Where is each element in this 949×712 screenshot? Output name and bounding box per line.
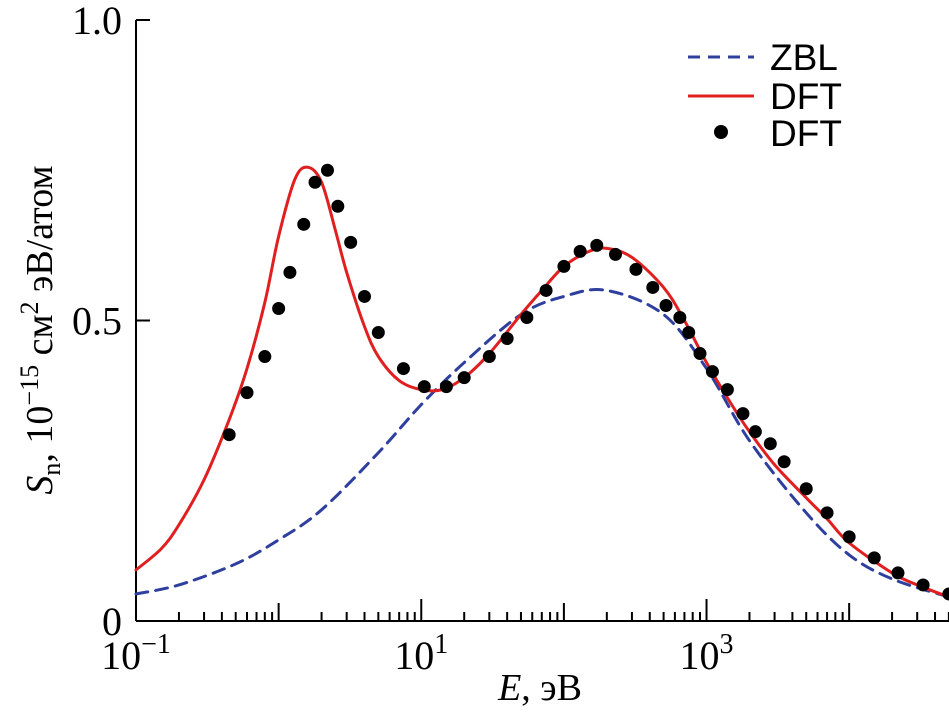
data-point <box>629 262 643 276</box>
data-point <box>682 326 696 340</box>
data-point <box>646 280 660 294</box>
data-point <box>748 425 762 439</box>
data-point <box>820 506 834 520</box>
data-point <box>320 163 334 177</box>
data-point <box>916 578 930 592</box>
data-point <box>272 301 286 315</box>
y-tick-label: 1.0 <box>72 0 122 43</box>
data-point <box>705 365 719 379</box>
data-point <box>590 238 604 252</box>
data-point <box>258 350 272 364</box>
x-tick-labels: 10−1 101 103 <box>101 629 733 678</box>
x-axis-title: E, эВ <box>497 667 582 709</box>
data-point <box>942 587 949 601</box>
data-point <box>842 530 856 544</box>
data-point <box>308 175 322 189</box>
data-point <box>736 407 750 421</box>
data-point <box>344 235 358 249</box>
data-point <box>297 217 311 231</box>
y-tick-label: 0 <box>102 599 122 644</box>
data-point <box>457 371 471 385</box>
data-point <box>891 566 905 580</box>
data-point <box>557 259 571 273</box>
data-point <box>482 350 496 364</box>
data-point <box>222 428 236 442</box>
y-axis-title: Sn, 10−15 см2 эВ/атом <box>15 165 66 494</box>
legend-label-dft-line: DFT <box>770 76 842 117</box>
data-point <box>371 326 385 340</box>
legend-label-dft-markers: DFT <box>770 113 842 154</box>
data-point <box>763 437 777 451</box>
data-point <box>777 455 791 469</box>
data-point <box>240 386 254 400</box>
x-tick-label: 101 <box>394 629 448 678</box>
legend-swatch-dft-markers <box>714 125 728 139</box>
data-point <box>608 247 622 261</box>
data-point <box>539 283 553 297</box>
legend: ZBL DFT DFT <box>688 37 842 154</box>
data-point <box>720 383 734 397</box>
data-point <box>417 380 431 394</box>
series-zbl-line <box>134 288 949 599</box>
data-point <box>358 289 372 303</box>
series-dft-line <box>134 165 949 599</box>
data-point <box>396 362 410 376</box>
legend-label-zbl: ZBL <box>770 37 838 78</box>
data-point <box>867 551 881 565</box>
data-point <box>693 347 707 361</box>
data-point <box>283 265 297 279</box>
data-point <box>573 244 587 258</box>
data-point <box>520 310 534 324</box>
y-tick-labels: 0 0.5 1.0 <box>72 0 122 644</box>
data-point <box>799 482 813 496</box>
series-layer <box>134 163 949 601</box>
data-point <box>673 310 687 324</box>
x-tick-label: 10−1 <box>101 629 171 678</box>
data-point <box>439 380 453 394</box>
y-tick-label: 0.5 <box>72 299 122 344</box>
data-point <box>331 199 345 213</box>
series-dft-markers <box>222 163 949 601</box>
data-point <box>659 298 673 312</box>
data-point <box>500 332 514 346</box>
x-tick-label: 103 <box>680 629 734 678</box>
